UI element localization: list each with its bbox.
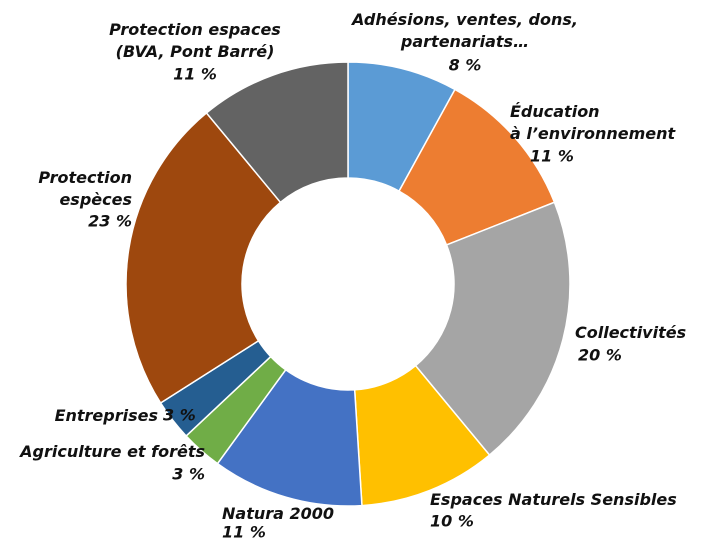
value-label: 23 % bbox=[88, 212, 132, 231]
label-line: à l’environnement bbox=[510, 124, 677, 143]
label-line: Éducation bbox=[510, 102, 600, 121]
category-label: Protection espaces (BVA, Pont Barré) bbox=[109, 20, 281, 61]
value-label: 8 % bbox=[449, 56, 482, 75]
value-label: 11 % bbox=[530, 147, 574, 166]
donut-slice bbox=[125, 111, 282, 404]
category-label: Espaces Naturels Sensibles bbox=[430, 490, 677, 509]
value-label: 10 % bbox=[430, 512, 474, 531]
category-label: Natura 2000 bbox=[222, 504, 334, 523]
label-line: Collectivités bbox=[575, 323, 686, 342]
label-line: Entreprises bbox=[55, 406, 158, 425]
donut-slice bbox=[414, 201, 571, 457]
category-label: Protection espèces bbox=[38, 168, 132, 209]
label-line: Espaces Naturels Sensibles bbox=[430, 490, 677, 509]
value-label: 3 % bbox=[172, 465, 205, 484]
label-line: Protection bbox=[38, 168, 132, 187]
donut-slice bbox=[205, 61, 349, 204]
label-line: Protection espaces bbox=[109, 20, 281, 39]
category-label: Entreprises bbox=[55, 406, 158, 425]
category-label: Adhésions, ventes, dons, partenariats… bbox=[350, 10, 578, 51]
label-line: Natura 2000 bbox=[222, 504, 334, 523]
label-line: Agriculture et forêts bbox=[18, 442, 205, 461]
value-label: 11 % bbox=[222, 523, 266, 540]
label-line: espèces bbox=[59, 190, 132, 209]
category-label: Éducation à l’environnement bbox=[510, 102, 677, 143]
value-label: 11 % bbox=[173, 65, 217, 84]
category-label: Agriculture et forêts bbox=[18, 442, 205, 461]
label-line: partenariats… bbox=[400, 32, 529, 51]
label-line: (BVA, Pont Barré) bbox=[116, 42, 275, 61]
value-label: 3 % bbox=[163, 406, 196, 425]
label-line: Adhésions, ventes, dons, bbox=[350, 10, 578, 29]
category-label: Collectivités bbox=[575, 323, 686, 342]
value-label: 20 % bbox=[578, 346, 622, 365]
